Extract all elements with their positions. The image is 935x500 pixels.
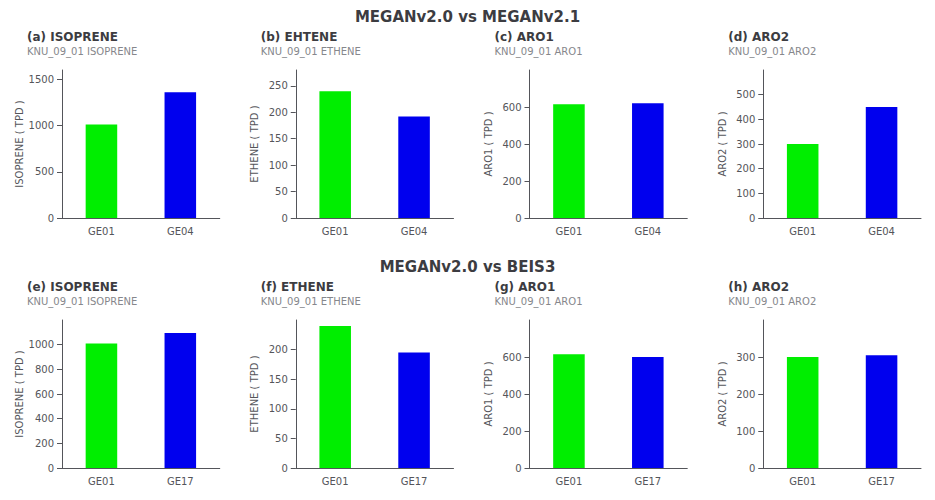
svg-text:0: 0 (749, 463, 755, 474)
svg-text:KNU_09_01 ISOPRENE: KNU_09_01 ISOPRENE (27, 46, 137, 58)
svg-text:800: 800 (35, 364, 54, 375)
svg-text:KNU_09_01 ARO2: KNU_09_01 ARO2 (728, 296, 816, 308)
svg-text:300: 300 (736, 139, 755, 150)
svg-text:KNU_09_01 ARO2: KNU_09_01 ARO2 (728, 46, 816, 58)
svg-text:200: 200 (269, 107, 288, 118)
svg-text:200: 200 (736, 163, 755, 174)
svg-text:ISOPRENE ( TPD ): ISOPRENE ( TPD ) (14, 350, 25, 438)
svg-text:100: 100 (736, 188, 755, 199)
svg-text:150: 150 (269, 374, 288, 385)
svg-text:400: 400 (736, 114, 755, 125)
svg-text:50: 50 (275, 186, 288, 197)
svg-text:(c) ARO1: (c) ARO1 (495, 30, 554, 44)
svg-text:100: 100 (269, 403, 288, 414)
svg-text:ISOPRENE ( TPD ): ISOPRENE ( TPD ) (14, 100, 25, 188)
svg-text:400: 400 (502, 139, 521, 150)
svg-text:100: 100 (736, 426, 755, 437)
svg-text:ARO2 ( TPD ): ARO2 ( TPD ) (717, 361, 728, 426)
svg-text:1000: 1000 (29, 339, 54, 350)
svg-text:KNU_09_01 ETHENE: KNU_09_01 ETHENE (261, 296, 361, 308)
svg-text:(h) ARO2: (h) ARO2 (728, 280, 789, 294)
svg-text:0: 0 (281, 463, 287, 474)
svg-text:200: 200 (502, 176, 521, 187)
svg-text:(d) ARO2: (d) ARO2 (728, 30, 789, 44)
svg-text:(g) ARO1: (g) ARO1 (495, 280, 556, 294)
svg-text:400: 400 (35, 413, 54, 424)
svg-text:KNU_09_01 ARO1: KNU_09_01 ARO1 (495, 46, 583, 58)
svg-text:0: 0 (515, 213, 521, 224)
svg-text:150: 150 (269, 133, 288, 144)
svg-text:0: 0 (515, 463, 521, 474)
svg-text:GE17: GE17 (868, 476, 895, 487)
svg-text:200: 200 (35, 438, 54, 449)
svg-text:ETHENE ( TPD ): ETHENE ( TPD ) (249, 355, 260, 432)
svg-text:(a) ISOPRENE: (a) ISOPRENE (27, 30, 118, 44)
svg-text:(e) ISOPRENE: (e) ISOPRENE (27, 280, 118, 294)
svg-text:GE17: GE17 (401, 476, 428, 487)
svg-text:ARO2 ( TPD ): ARO2 ( TPD ) (717, 111, 728, 176)
svg-text:0: 0 (281, 213, 287, 224)
svg-text:GE04: GE04 (634, 226, 661, 237)
svg-text:300: 300 (736, 352, 755, 363)
svg-text:GE01: GE01 (556, 476, 583, 487)
svg-text:200: 200 (269, 344, 288, 355)
svg-text:GE01: GE01 (556, 226, 583, 237)
svg-text:400: 400 (502, 389, 521, 400)
svg-text:GE01: GE01 (322, 476, 349, 487)
svg-text:GE04: GE04 (868, 226, 895, 237)
svg-text:500: 500 (35, 166, 54, 177)
svg-text:1500: 1500 (29, 74, 54, 85)
svg-text:100: 100 (269, 160, 288, 171)
svg-text:250: 250 (269, 80, 288, 91)
svg-text:GE01: GE01 (88, 476, 115, 487)
svg-text:(f) ETHENE: (f) ETHENE (261, 280, 334, 294)
svg-text:(b) EHTENE: (b) EHTENE (261, 30, 338, 44)
svg-text:200: 200 (736, 389, 755, 400)
svg-text:GE01: GE01 (88, 226, 115, 237)
svg-text:600: 600 (502, 352, 521, 363)
svg-text:GE17: GE17 (634, 476, 661, 487)
svg-text:KNU_09_01 ISOPRENE: KNU_09_01 ISOPRENE (27, 296, 137, 308)
svg-text:600: 600 (502, 102, 521, 113)
svg-text:MEGANv2.0 vs BEIS3: MEGANv2.0 vs BEIS3 (380, 258, 556, 276)
svg-text:ARO1 ( TPD ): ARO1 ( TPD ) (483, 361, 494, 426)
svg-text:KNU_09_01 ETHENE: KNU_09_01 ETHENE (261, 46, 361, 58)
svg-text:GE01: GE01 (789, 226, 816, 237)
svg-text:600: 600 (35, 389, 54, 400)
svg-text:GE01: GE01 (322, 226, 349, 237)
svg-text:500: 500 (736, 89, 755, 100)
svg-text:GE17: GE17 (167, 476, 194, 487)
svg-text:MEGANv2.0 vs MEGANv2.1: MEGANv2.0 vs MEGANv2.1 (355, 8, 580, 26)
svg-text:GE01: GE01 (789, 476, 816, 487)
svg-text:ARO1 ( TPD ): ARO1 ( TPD ) (483, 111, 494, 176)
svg-text:50: 50 (275, 433, 288, 444)
svg-text:0: 0 (749, 213, 755, 224)
svg-text:ETHENE ( TPD ): ETHENE ( TPD ) (249, 105, 260, 182)
svg-text:0: 0 (48, 463, 54, 474)
svg-text:0: 0 (48, 213, 54, 224)
svg-text:GE04: GE04 (401, 226, 428, 237)
svg-text:1000: 1000 (29, 120, 54, 131)
svg-text:KNU_09_01 ARO1: KNU_09_01 ARO1 (495, 296, 583, 308)
svg-text:200: 200 (502, 426, 521, 437)
svg-text:GE04: GE04 (167, 226, 194, 237)
